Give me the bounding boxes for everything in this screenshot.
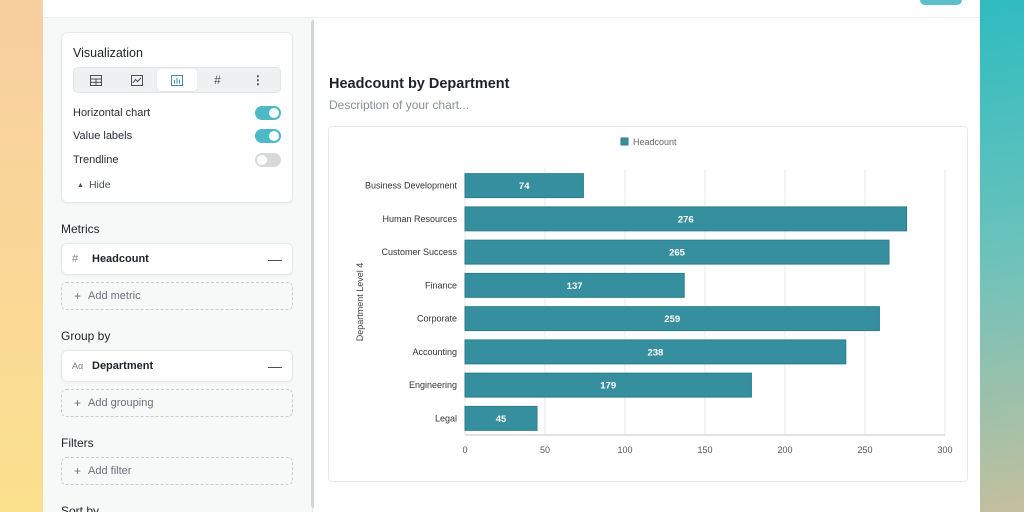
app-window: Visualization # ⋮ Horizonta <box>43 0 980 512</box>
toggle-row-horizontal-chart: Horizontal chart <box>73 105 281 121</box>
grouping-item[interactable]: Aα Department — <box>61 350 293 382</box>
metric-label: Headcount <box>92 253 149 265</box>
category-label: Corporate <box>417 314 457 324</box>
chart-description-input[interactable]: Description of your chart... <box>329 98 470 112</box>
hide-button[interactable]: ▲ Hide <box>77 179 111 191</box>
bar <box>464 272 685 298</box>
x-tick-label: 200 <box>777 445 792 455</box>
bar <box>464 405 538 431</box>
viz-type-more[interactable]: ⋮ <box>238 69 278 91</box>
metrics-title: Metrics <box>61 222 100 236</box>
bar-chart-icon <box>171 74 184 86</box>
bar <box>464 239 890 265</box>
filters-title: Filters <box>61 436 94 450</box>
hide-label: Hide <box>88 179 111 191</box>
category-label: Engineering <box>409 380 457 390</box>
value-label: 137 <box>567 281 583 292</box>
legend-label: Headcount <box>633 137 677 147</box>
add-grouping-label: Add grouping <box>88 397 154 409</box>
value-labels-toggle[interactable] <box>255 129 281 143</box>
viz-type-line[interactable] <box>116 69 156 91</box>
sidebar-scrollbar[interactable] <box>311 20 316 508</box>
grouping-label: Department <box>92 360 154 372</box>
metric-item[interactable]: # Headcount — <box>61 243 293 275</box>
bar <box>464 306 880 332</box>
horizontal-chart-toggle[interactable] <box>255 106 281 120</box>
value-label: 265 <box>669 248 686 259</box>
add-metric-button[interactable]: + Add metric <box>61 282 293 310</box>
y-axis-label: Department Level 4 <box>355 263 365 342</box>
plus-icon: + <box>74 464 82 478</box>
chart-editor-main: Headcount by Department Description of y… <box>314 18 980 512</box>
x-tick-label: 100 <box>617 445 632 455</box>
toggle-label: Value labels <box>73 130 133 142</box>
toggle-label: Trendline <box>73 154 119 166</box>
x-tick-label: 250 <box>857 445 872 455</box>
value-label: 45 <box>496 414 507 425</box>
bar <box>464 206 908 232</box>
top-action-button[interactable] <box>920 0 962 5</box>
category-label: Finance <box>425 280 457 290</box>
remove-grouping-icon[interactable]: — <box>268 358 282 374</box>
legend-swatch <box>620 137 629 146</box>
background-gradient-right <box>980 0 1024 512</box>
category-label: Accounting <box>412 347 457 357</box>
value-label: 259 <box>664 314 680 325</box>
plus-icon: + <box>74 396 82 410</box>
add-grouping-button[interactable]: + Add grouping <box>61 389 293 417</box>
bar <box>464 339 847 365</box>
x-tick-label: 150 <box>697 445 712 455</box>
hash-icon: # <box>72 253 79 265</box>
caret-up-icon: ▲ <box>77 181 84 189</box>
viz-type-bar[interactable] <box>156 69 198 91</box>
line-chart-icon <box>130 74 143 86</box>
text-type-icon: Aα <box>72 361 84 371</box>
group-by-title: Group by <box>61 329 111 343</box>
sort-by-title: Sort by <box>61 504 100 512</box>
category-label: Legal <box>435 413 457 423</box>
category-label: Business Development <box>365 181 458 191</box>
toggle-row-trendline: Trendline <box>73 152 281 168</box>
add-filter-button[interactable]: + Add filter <box>61 457 293 485</box>
visualization-card: Visualization # ⋮ Horizonta <box>61 32 293 203</box>
x-tick-label: 300 <box>937 445 952 455</box>
trendline-toggle[interactable] <box>255 153 281 167</box>
add-metric-label: Add metric <box>88 290 141 302</box>
value-label: 74 <box>519 181 530 192</box>
value-label: 276 <box>678 214 694 225</box>
bar-chart: 0 50 100 150 200 250 300 Business Development 74… <box>355 137 953 455</box>
remove-metric-icon[interactable]: — <box>268 251 282 267</box>
chart-title[interactable]: Headcount by Department <box>329 76 510 92</box>
category-label: Customer Success <box>381 247 457 257</box>
x-tick-label: 50 <box>540 445 550 455</box>
viz-type-table[interactable] <box>76 69 116 91</box>
value-label: 179 <box>600 381 616 392</box>
bar <box>464 372 752 398</box>
more-vertical-icon: ⋮ <box>251 73 264 87</box>
value-label: 238 <box>647 347 663 358</box>
bar <box>464 173 584 199</box>
category-label: Human Resources <box>382 214 457 224</box>
x-tick-label: 0 <box>462 445 467 455</box>
plus-icon: + <box>74 289 82 303</box>
toggle-label: Horizontal chart <box>73 107 151 119</box>
chart-container: 0 50 100 150 200 250 300 Business Development 74… <box>328 126 968 482</box>
table-icon <box>90 74 103 86</box>
toggle-row-value-labels: Value labels <box>73 128 281 144</box>
top-bar <box>43 0 980 18</box>
hash-icon: # <box>214 73 221 87</box>
viz-type-selector: # ⋮ <box>73 67 281 93</box>
visualization-title: Visualization <box>73 46 143 60</box>
config-sidebar: Visualization # ⋮ Horizonta <box>43 18 313 512</box>
viz-type-number[interactable]: # <box>197 69 237 91</box>
add-filter-label: Add filter <box>88 465 132 477</box>
